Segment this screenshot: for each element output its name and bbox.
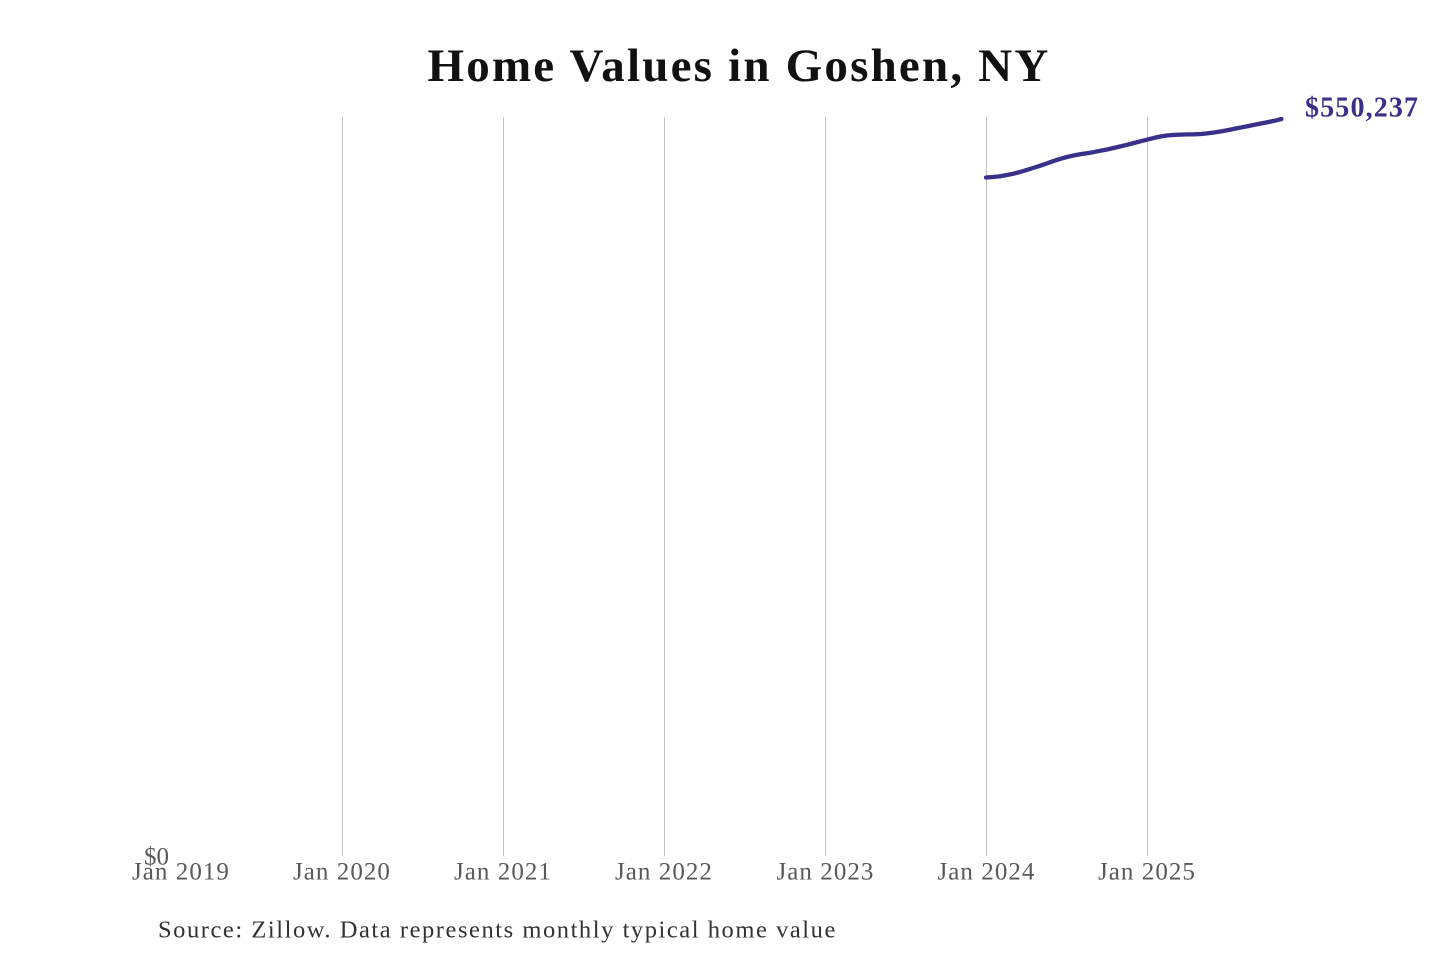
svg-text:Jan 2023: Jan 2023	[777, 859, 875, 886]
svg-text:Jan 2025: Jan 2025	[1098, 859, 1196, 886]
svg-text:Jan 2019: Jan 2019	[132, 859, 230, 886]
svg-text:Jan 2021: Jan 2021	[454, 859, 552, 886]
svg-text:Jan 2024: Jan 2024	[938, 859, 1036, 886]
svg-text:Home Values in Goshen, NY: Home Values in Goshen, NY	[427, 40, 1050, 92]
svg-text:Jan 2020: Jan 2020	[293, 859, 391, 886]
svg-text:$550,237: $550,237	[1305, 93, 1419, 124]
svg-text:Source: Zillow. Data represent: Source: Zillow. Data represents monthly …	[158, 917, 837, 944]
svg-text:$0: $0	[144, 844, 169, 871]
svg-text:Jan 2022: Jan 2022	[615, 859, 713, 886]
